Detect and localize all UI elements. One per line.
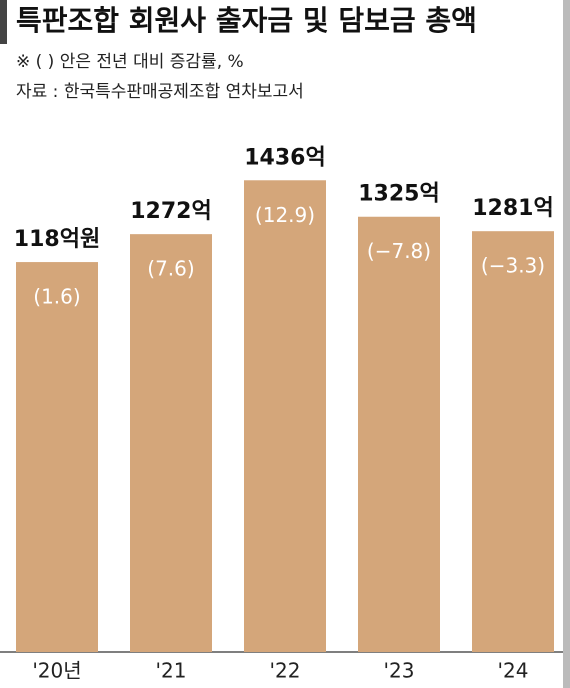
x-tick-label: '24 <box>498 659 529 683</box>
x-tick-label: '22 <box>270 659 301 683</box>
x-tick-label: '23 <box>384 659 415 683</box>
title-accent <box>0 0 7 44</box>
subtitle: ※ ( ) 안은 전년 대비 증감률, % <box>16 52 244 72</box>
bar <box>358 216 440 653</box>
value-label: 1281억 <box>472 196 553 221</box>
chart-title: 특판조합 회원사 출자금 및 담보금 총액 <box>16 4 477 37</box>
bar <box>472 231 554 652</box>
bar <box>130 234 212 652</box>
value-label: 1325억 <box>358 182 439 207</box>
bar <box>244 180 326 653</box>
growth-label: (−7.8) <box>367 239 431 263</box>
growth-label: (7.6) <box>147 257 194 281</box>
x-tick-label: '21 <box>156 659 187 683</box>
value-label: 118억원 <box>14 227 100 252</box>
growth-label: (−3.3) <box>481 254 545 278</box>
growth-label: (1.6) <box>33 285 80 309</box>
bar <box>16 262 98 652</box>
source: 자료 : 한국특수판매공제조합 연차보고서 <box>16 82 304 102</box>
value-label: 1272억 <box>130 199 211 224</box>
edge-strip <box>563 0 570 688</box>
value-label: 1436억 <box>244 145 325 170</box>
growth-label: (12.9) <box>255 203 315 227</box>
x-tick-label: '20년 <box>32 659 81 683</box>
